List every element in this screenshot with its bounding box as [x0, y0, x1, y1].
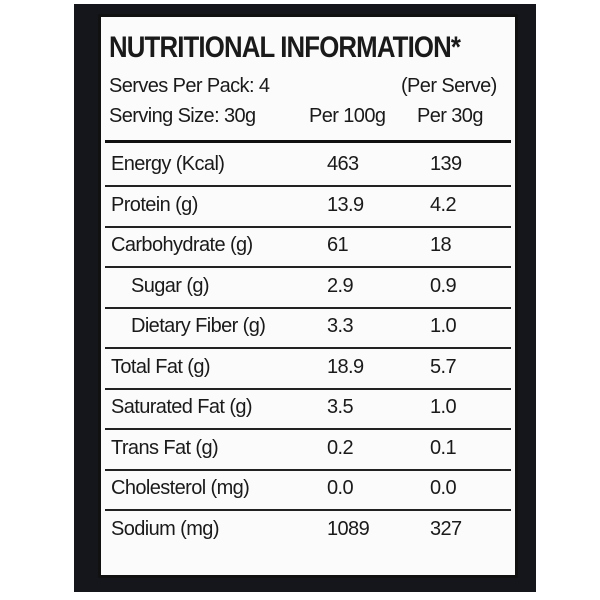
nutrient-name: Total Fat (g): [111, 355, 211, 378]
per-100g-value: 1089: [327, 517, 370, 540]
per-100g-value: 463: [327, 153, 359, 175]
nutrient-name: Dietary Fiber (g): [131, 315, 266, 337]
table-row: Cholesterol (mg) 0.0 0.0: [105, 469, 511, 511]
per-100g-value: 3.3: [327, 315, 354, 337]
per-30g-value: 139: [430, 153, 462, 175]
per-100g-value: 13.9: [327, 193, 364, 216]
per-30g-value: 1.0: [430, 396, 457, 418]
table-row: Energy (Kcal) 463 139: [105, 145, 511, 187]
table-row: Protein (g) 13.9 4.2: [105, 186, 511, 228]
table-row: Saturated Fat (g) 3.5 1.0: [105, 388, 511, 430]
serving-size: Serving Size: 30g: [109, 105, 256, 127]
table-row: Dietary Fiber (g) 3.3 1.0: [105, 307, 511, 349]
per-30g-header: Per 30g: [417, 105, 483, 127]
nutrient-name: Protein (g): [111, 193, 198, 216]
per-100g-value: 18.9: [327, 355, 364, 378]
per-30g-value: 0.0: [430, 477, 457, 499]
per-30g-value: 0.1: [430, 436, 457, 459]
per-serve: (Per Serve): [401, 75, 497, 97]
per-30g-value: 4.2: [430, 193, 457, 216]
table-row: Sodium (mg) 1089 327: [105, 510, 511, 550]
table-row: Trans Fat (g) 0.2 0.1: [105, 429, 511, 471]
divider: [105, 140, 511, 143]
per-100g-value: 0.0: [327, 477, 354, 499]
table-row: Total Fat (g) 18.9 5.7: [105, 348, 511, 390]
nutrient-name: Sodium (mg): [111, 517, 219, 540]
per-30g-value: 0.9: [430, 274, 457, 297]
per-100g-value: 61: [327, 234, 349, 256]
per-100g-value: 3.5: [327, 396, 354, 418]
nutrient-name: Sugar (g): [131, 274, 210, 297]
nutrient-name: Energy (Kcal): [111, 153, 225, 175]
per-100g-value: 0.2: [327, 436, 354, 459]
nutrient-name: Cholesterol (mg): [111, 477, 250, 499]
table-row: Sugar (g) 2.9 0.9: [105, 267, 511, 309]
per-100g-header: Per 100g: [309, 105, 386, 127]
per-30g-value: 1.0: [430, 315, 457, 337]
per-30g-value: 18: [430, 234, 452, 256]
per-30g-value: 327: [430, 517, 462, 540]
table-row: Carbohydrate (g) 61 18: [105, 226, 511, 268]
per-100g-value: 2.9: [327, 274, 354, 297]
title: NUTRITIONAL INFORMATION*: [109, 31, 461, 64]
nutrient-name: Trans Fat (g): [111, 436, 219, 459]
nutrition-label: NUTRITIONAL INFORMATION* Serves Per Pack…: [98, 14, 518, 578]
nutrient-name: Saturated Fat (g): [111, 396, 253, 418]
nutrient-name: Carbohydrate (g): [111, 234, 253, 256]
serves-per-pack: Serves Per Pack: 4: [109, 75, 270, 97]
per-30g-value: 5.7: [430, 355, 457, 378]
